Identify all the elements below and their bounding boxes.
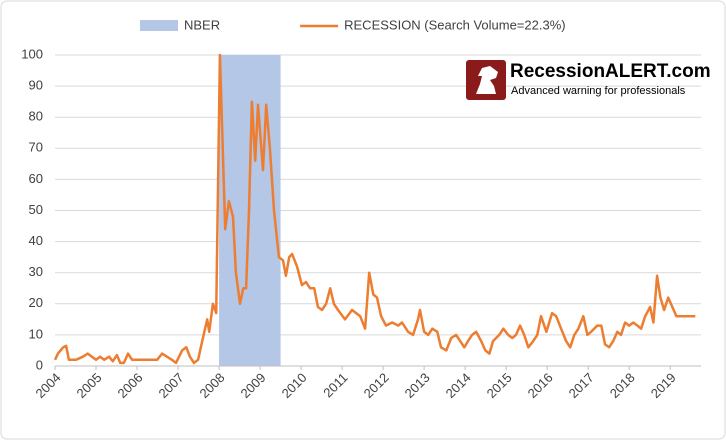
legend-swatch	[140, 20, 178, 31]
legend-label: RECESSION (Search Volume=22.3%)	[344, 17, 565, 32]
y-tick-label: 80	[29, 109, 43, 124]
y-tick-label: 50	[29, 202, 43, 217]
y-tick-label: 0	[36, 357, 43, 372]
logo-text: RecessionALERT.com	[510, 61, 711, 82]
y-tick-label: 90	[29, 78, 43, 93]
y-tick-label: 60	[29, 171, 43, 186]
y-tick-label: 40	[29, 233, 43, 248]
logo-knight	[476, 66, 498, 94]
y-tick-label: 10	[29, 326, 43, 341]
legend: NBER RECESSION (Search Volume=22.3%)	[140, 17, 566, 32]
y-tick-label: 30	[29, 264, 43, 279]
y-tick-label: 70	[29, 140, 43, 155]
line-series	[53, 53, 696, 365]
legend-label: NBER	[184, 17, 220, 32]
logo: RecessionALERT.com Advanced warning for …	[466, 60, 711, 100]
logo-tagline: Advanced warning for professionals	[511, 85, 686, 97]
y-tick-label: 20	[29, 295, 43, 310]
y-tick-label: 100	[21, 46, 43, 61]
